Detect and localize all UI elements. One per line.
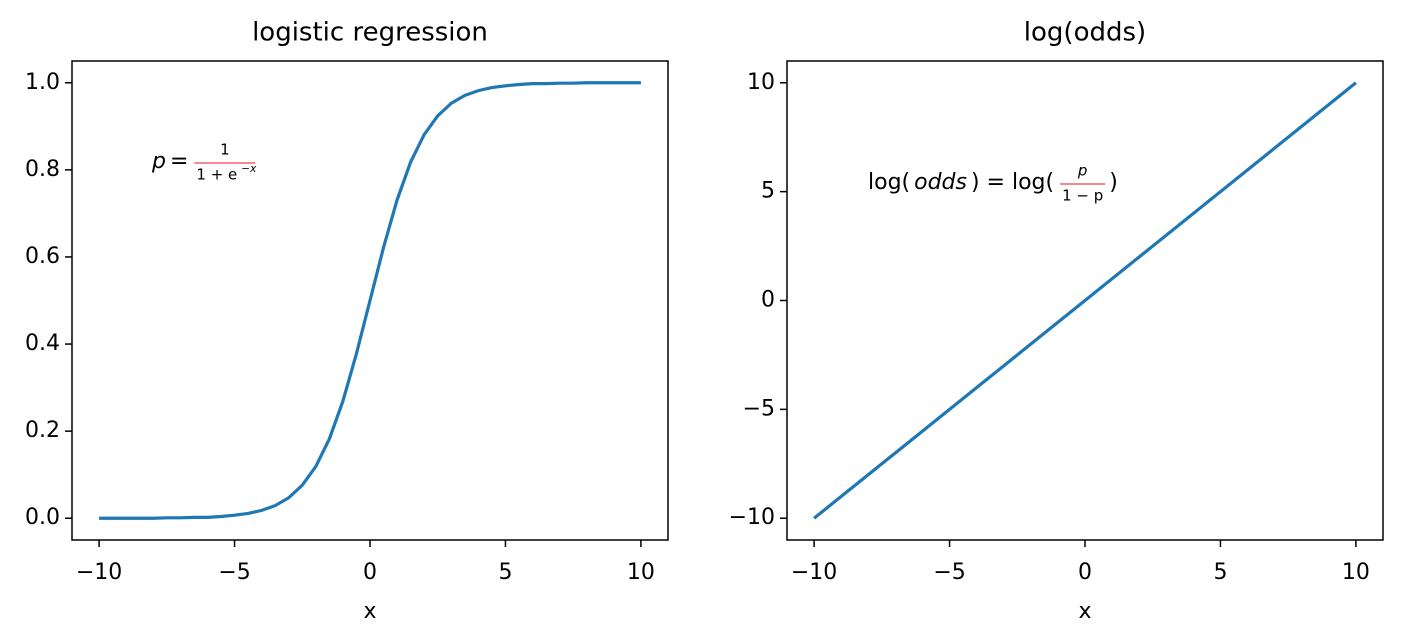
y-tick-label: 0.8 bbox=[25, 157, 60, 182]
x-tick-label: 5 bbox=[498, 560, 512, 585]
x-axis-label: x bbox=[363, 599, 376, 624]
annotation-text: 1 + e bbox=[196, 166, 237, 184]
y-tick-label: −5 bbox=[743, 396, 775, 421]
y-tick-label: 0.4 bbox=[25, 331, 60, 356]
chart-title: logistic regression bbox=[252, 18, 488, 48]
annotation-text: ) bbox=[1109, 170, 1118, 195]
annotation-text: = bbox=[170, 149, 188, 174]
y-tick-label: 10 bbox=[747, 70, 775, 95]
x-tick-label: 5 bbox=[1213, 560, 1227, 585]
annotation-text: ) = log( bbox=[971, 170, 1054, 195]
annotation-text: p bbox=[1077, 162, 1088, 180]
annotation-text: p bbox=[151, 149, 166, 174]
x-tick-label: 10 bbox=[1342, 560, 1370, 585]
y-tick-label: −10 bbox=[729, 505, 775, 530]
chart-title: log(odds) bbox=[1024, 18, 1146, 48]
x-tick-label: −5 bbox=[218, 560, 250, 585]
annotation-text: −x bbox=[241, 163, 257, 175]
y-tick-label: 0.0 bbox=[25, 505, 60, 530]
x-tick-label: 0 bbox=[1078, 560, 1092, 585]
x-tick-label: 0 bbox=[363, 560, 377, 585]
x-axis-label: x bbox=[1078, 599, 1091, 624]
annotation-text: 1 − p bbox=[1062, 187, 1103, 205]
x-tick-label: −10 bbox=[76, 560, 122, 585]
annotation-text: odds bbox=[914, 170, 967, 195]
y-tick-label: 1.0 bbox=[25, 70, 60, 95]
annotation-text: 1 bbox=[220, 141, 230, 159]
y-tick-label: 5 bbox=[761, 179, 775, 204]
x-tick-label: −5 bbox=[933, 560, 965, 585]
annotation-text: log( bbox=[868, 170, 910, 195]
x-tick-label: −10 bbox=[791, 560, 837, 585]
x-tick-label: 10 bbox=[627, 560, 655, 585]
y-tick-label: 0.6 bbox=[25, 244, 60, 269]
y-tick-label: 0 bbox=[761, 288, 775, 313]
data-line bbox=[813, 81, 1357, 520]
y-tick-label: 0.2 bbox=[25, 418, 60, 443]
data-line bbox=[99, 81, 641, 520]
